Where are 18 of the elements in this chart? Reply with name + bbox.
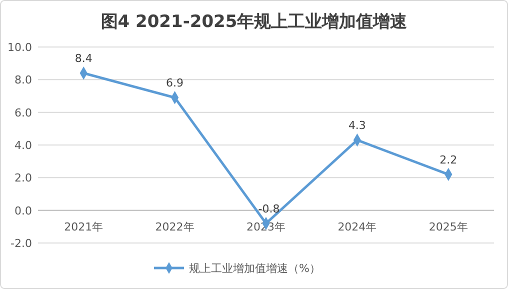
data-label: 2.2 bbox=[440, 153, 458, 166]
data-label: 4.3 bbox=[348, 119, 366, 132]
x-tick-label: 2021年 bbox=[64, 220, 104, 234]
x-tick-label: 2022年 bbox=[155, 220, 194, 234]
y-tick-label: 0.0 bbox=[14, 204, 32, 218]
y-tick-label: -2.0 bbox=[10, 237, 32, 250]
x-tick-label: 2024年 bbox=[338, 220, 377, 234]
y-tick-label: 6.0 bbox=[14, 106, 32, 120]
data-label: 6.9 bbox=[166, 76, 184, 90]
y-tick-label: 4.0 bbox=[14, 139, 32, 152]
chart-title: 图4 2021-2025年规上工业增加值增速 bbox=[100, 12, 408, 32]
x-tick-label: 2025年 bbox=[428, 220, 468, 234]
data-label: 8.4 bbox=[74, 52, 92, 66]
y-tick-label: 2.0 bbox=[14, 172, 32, 185]
data-label: -0.8 bbox=[258, 202, 280, 216]
y-tick-label: 10.0 bbox=[8, 41, 32, 54]
y-tick-label: 8.0 bbox=[14, 74, 32, 87]
legend-label: 规上工业增加值增速（%） bbox=[189, 262, 320, 275]
